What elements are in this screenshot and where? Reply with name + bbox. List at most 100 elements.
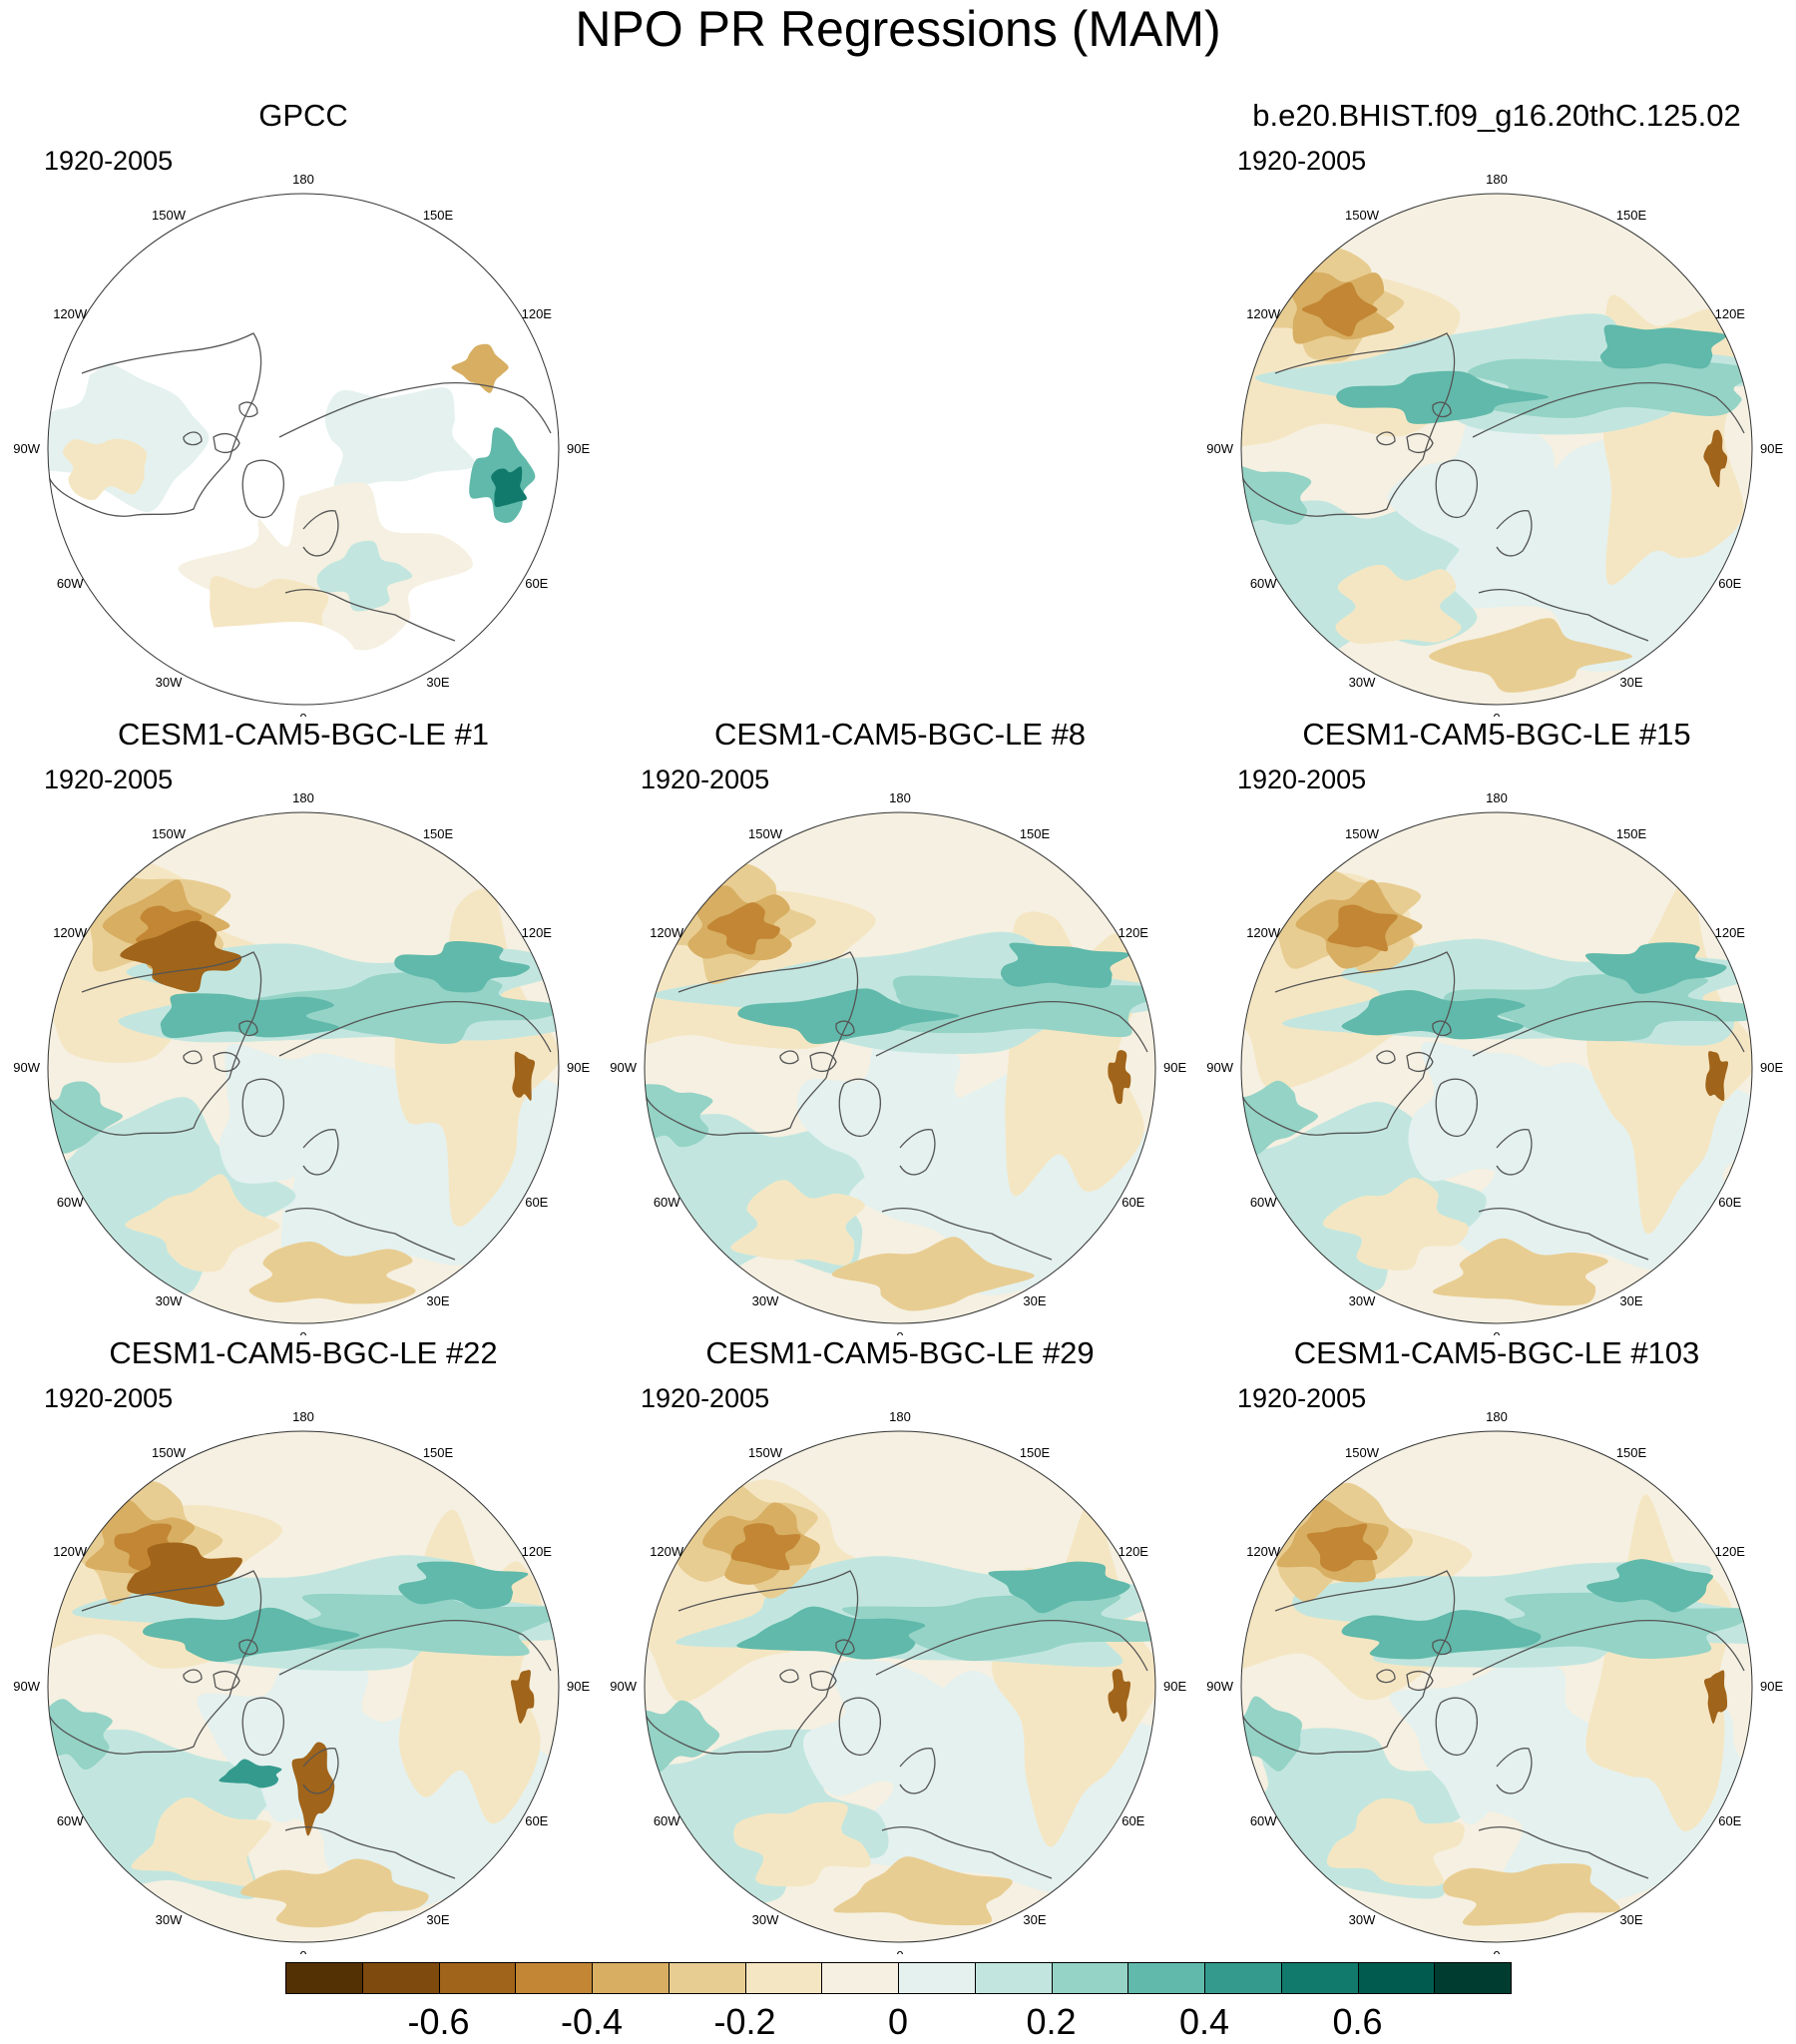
coastline [1496, 510, 1533, 557]
map-boundary [1240, 193, 1753, 706]
coastline [1432, 1020, 1452, 1037]
precip-anomaly-region [831, 1237, 1035, 1311]
map-field [48, 194, 559, 705]
longitude-label: 0 [299, 1329, 306, 1335]
panel-title: CESM1-CAM5-BGC-LE #8 [713, 717, 1087, 752]
precip-anomaly-region [1443, 1862, 1620, 1926]
precip-anomaly-region [1341, 1610, 1542, 1660]
panel-title: GPCC [258, 98, 348, 133]
coastline [835, 1639, 855, 1656]
coastline [278, 1619, 552, 1676]
precip-anomaly-region [142, 1607, 360, 1663]
longitude-label: 60E [525, 1195, 548, 1210]
longitude-label: 0 [896, 1948, 903, 1954]
precip-anomaly-region [248, 1242, 416, 1304]
longitude-label: 90E [1163, 1060, 1186, 1075]
polar-map: 180 150E 120E 90E 60E 30E 0 30W 60W 90W 120W 150W [1206, 1409, 1783, 1954]
coastline [809, 1670, 837, 1692]
longitude-label: 120W [1246, 925, 1281, 940]
period-label: 1920-2005 [641, 765, 770, 794]
longitude-label: 30W [1349, 1293, 1376, 1308]
polar-map: 180 150E 120E 90E 60E 30E 0 30W 60W 90W 120W 150W [1206, 172, 1783, 717]
longitude-label: 180 [889, 790, 911, 805]
period-label: 1920-2005 [44, 1383, 174, 1413]
map-field [1241, 194, 1752, 705]
colorbar-swatch [285, 1962, 363, 1994]
precip-anomaly-region [114, 1523, 184, 1572]
precip-anomaly-region [316, 540, 413, 612]
longitude-label: 150E [423, 208, 454, 223]
longitude-label: 150W [1345, 826, 1380, 841]
precip-anomaly-region [394, 888, 559, 1227]
longitude-label: 150E [423, 1445, 454, 1460]
longitude-label: 90E [1760, 1679, 1783, 1694]
coastline [1241, 951, 1456, 1136]
longitude-label: 90W [13, 1679, 40, 1694]
precip-anomaly-region [48, 360, 210, 512]
coastline [284, 1207, 456, 1261]
coastline [1478, 588, 1649, 642]
longitude-label: 30E [1023, 1912, 1046, 1927]
coastline [241, 1078, 285, 1137]
precip-anomaly-region [48, 1097, 296, 1295]
longitude-label: 30W [156, 1912, 183, 1927]
coastline [1472, 1619, 1745, 1676]
longitude-label: 30W [1349, 1912, 1376, 1927]
longitude-label: 30W [752, 1912, 779, 1927]
longitude-label: 30E [1619, 1293, 1642, 1308]
precip-anomaly-region [841, 1593, 1155, 1662]
map-field [1241, 1431, 1752, 1942]
coastline [213, 1670, 240, 1692]
precip-anomaly-region [1326, 1797, 1465, 1886]
precip-anomaly-region [1335, 564, 1462, 645]
precip-anomaly-region [1108, 1669, 1131, 1723]
longitude-label: 120W [650, 925, 684, 940]
coastline [899, 1748, 936, 1794]
period-label: 1920-2005 [44, 146, 174, 176]
precip-anomaly-region [796, 1036, 1001, 1200]
precip-anomaly-region [219, 1043, 409, 1185]
longitude-label: 60W [654, 1813, 680, 1828]
precip-anomaly-region [833, 1856, 1013, 1926]
longitude-label: 180 [889, 1409, 911, 1424]
colorbar-tick-label: 0 [887, 2001, 909, 2042]
longitude-label: 150E [423, 826, 454, 841]
longitude-label: 90W [13, 441, 40, 456]
longitude-label: 0 [1493, 711, 1500, 717]
longitude-label: 180 [292, 1409, 314, 1424]
coastline [302, 1129, 339, 1176]
longitude-label: 150W [748, 1445, 783, 1460]
map-field [48, 812, 559, 1323]
coastline [1478, 1207, 1649, 1261]
longitude-label: 60E [1718, 576, 1741, 591]
coastline [48, 332, 262, 517]
coastline [881, 1207, 1053, 1261]
longitude-label: 90W [1206, 441, 1233, 456]
coastline [183, 1669, 203, 1684]
coastline [48, 1570, 262, 1755]
colorbar-swatch [974, 1962, 1053, 1994]
coastline [645, 1570, 859, 1755]
panel-title: CESM1-CAM5-BGC-LE #15 [1302, 717, 1691, 752]
precip-anomaly-region [131, 201, 514, 346]
longitude-label: 150W [1345, 1445, 1380, 1460]
polar-map: 180 150E 120E 90E 60E 30E 0 30W 60W 90W 120W 150W [610, 1409, 1186, 1954]
coastline [241, 459, 285, 518]
precip-anomaly-region [510, 1670, 535, 1724]
precip-anomaly-region [862, 975, 1155, 1038]
precip-anomaly-region [451, 343, 509, 393]
colorbar [285, 1962, 1512, 1998]
coastline [302, 1748, 339, 1794]
longitude-label: 30E [426, 1293, 449, 1308]
longitude-label: 60E [1718, 1195, 1741, 1210]
longitude-label: 30E [1023, 1293, 1046, 1308]
longitude-label: 150W [1345, 208, 1380, 223]
colorbar-swatch [515, 1962, 593, 1994]
precip-anomaly-region [1241, 1080, 1319, 1156]
precip-anomaly-region [219, 1759, 282, 1788]
longitude-label: 180 [1486, 790, 1508, 805]
longitude-label: 90W [13, 1060, 40, 1075]
longitude-label: 120W [650, 1544, 684, 1559]
colorbar-swatch [744, 1962, 823, 1994]
longitude-label: 120E [1715, 306, 1746, 321]
